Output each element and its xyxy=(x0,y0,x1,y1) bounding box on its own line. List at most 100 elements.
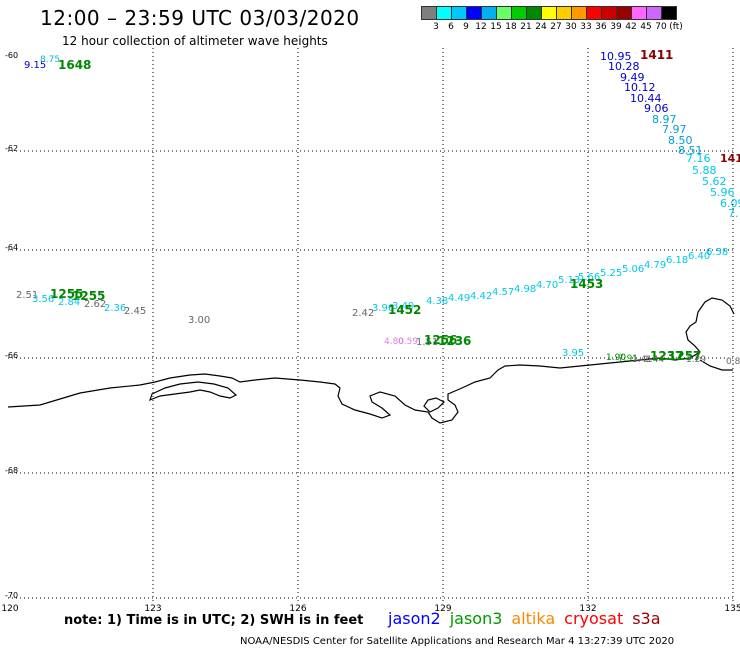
footer-note: note: 1) Time is in UTC; 2) SWH is in fe… xyxy=(64,613,364,628)
wave-height-label: 1411 xyxy=(640,48,673,62)
wave-height-label: 1.41 xyxy=(632,355,652,365)
legend-item-cryosat: cryosat xyxy=(564,609,624,628)
longitude-label: 132 xyxy=(579,604,597,614)
wave-height-label: 4.80 xyxy=(384,337,404,347)
color-scale-label: (ft) xyxy=(669,22,683,32)
latitude-label: -62 xyxy=(5,144,19,153)
wave-height-label: 2.62 xyxy=(84,299,106,310)
wave-height-label: 8.51 xyxy=(678,144,703,157)
wave-height-label: 1453 xyxy=(570,277,603,291)
credit-line: NOAA/NESDIS Center for Satellite Applica… xyxy=(240,636,675,647)
wave-height-label: 4.49 xyxy=(448,293,470,304)
coastline xyxy=(7,297,735,424)
color-scale-label: 6 xyxy=(448,22,454,32)
wave-height-label: 4.70 xyxy=(536,280,558,291)
wave-height-label: 2.36 xyxy=(104,303,126,314)
wave-height-label: 7.97 xyxy=(662,123,687,136)
wave-height-label: 9.15 xyxy=(24,60,46,71)
color-scale-label: 42 xyxy=(625,22,637,32)
wave-height-label: 5.25 xyxy=(600,268,622,279)
wave-height-label: 5.96 xyxy=(710,186,735,199)
wave-height-label: 7.16 xyxy=(686,152,711,165)
color-scale-label: 3 xyxy=(433,22,439,32)
wave-height-label: 3.95 xyxy=(562,348,584,359)
wave-height-label: 8.75 xyxy=(40,55,60,65)
color-scale-label: 45 xyxy=(640,22,652,32)
latitude-label: -66 xyxy=(5,351,19,360)
wave-height-label: 10.28 xyxy=(608,60,640,73)
wave-height-label: 1.29 xyxy=(686,355,706,365)
wave-height-label: 1648 xyxy=(58,58,91,72)
color-scale xyxy=(421,6,677,20)
wave-height-label: 10.95 xyxy=(600,50,632,63)
wave-height-label: 4.38 xyxy=(426,296,448,307)
color-scale-label: 33 xyxy=(580,22,592,32)
wave-height-label: 0.89 xyxy=(726,357,740,367)
wave-height-label: 7.91 xyxy=(618,354,638,364)
longitude-label: 129 xyxy=(434,604,452,614)
wave-height-label: 1236 xyxy=(438,334,471,348)
color-scale-labels: 3 6 9 12 15 18 21 24 27 30 33 36 39 42 45 70 (ft) xyxy=(421,22,740,34)
color-scale-label: 24 xyxy=(535,22,547,32)
color-scale-label: 39 xyxy=(610,22,622,32)
wave-height-label: 1452 xyxy=(388,303,421,317)
wave-height-label: 1.44 xyxy=(644,355,664,365)
longitude-label: 120 xyxy=(1,604,19,614)
wave-height-label: 7. xyxy=(728,207,739,220)
color-scale-label: 27 xyxy=(550,22,562,32)
wave-height-label: 4.79 xyxy=(644,260,666,271)
color-scale-label: 18 xyxy=(505,22,517,32)
wave-height-label: 6.09 xyxy=(720,197,740,210)
color-scale-label: 9 xyxy=(463,22,469,32)
wave-height-label: 10.12 xyxy=(624,81,656,94)
legend-item-altika: altika xyxy=(511,609,556,628)
wave-height-label: 3.56 xyxy=(32,294,54,305)
wave-height-label: 1255 xyxy=(50,287,83,301)
wave-height-label: 5.13 xyxy=(558,275,580,286)
longitude-label: 126 xyxy=(289,604,307,614)
wave-height-label: 3.96 xyxy=(372,303,394,314)
wave-height-label: 6.40 xyxy=(688,251,710,262)
wave-height-label: 1255 xyxy=(72,289,105,303)
wave-height-label: 9.49 xyxy=(620,71,645,84)
longitude-label: 135 xyxy=(724,604,740,614)
latitude-label: -70 xyxy=(5,591,19,600)
wave-height-label: 5.06 xyxy=(622,264,644,275)
latitude-label: -60 xyxy=(5,51,19,60)
wave-height-label: 1.51 xyxy=(416,337,438,348)
color-scale-label: 21 xyxy=(520,22,532,32)
map-title: 12:00 – 23:59 UTC 03/03/2020 xyxy=(40,6,360,30)
wave-height-label: 5.66 xyxy=(578,272,600,283)
wave-height-label: 3.00 xyxy=(188,315,210,326)
wave-height-label: 4.98 xyxy=(514,284,536,295)
wave-height-label: 1256 xyxy=(424,333,457,347)
color-scale-label: 30 xyxy=(565,22,577,32)
wave-height-label: 2.51 xyxy=(16,290,38,301)
wave-height-label: 4.57 xyxy=(492,287,514,298)
wave-height-label: 1257 xyxy=(668,349,701,363)
legend-item-s3a: s3a xyxy=(632,609,661,628)
wave-height-label: 8.50 xyxy=(668,134,693,147)
longitude-label: 123 xyxy=(144,604,162,614)
wave-height-label: 1411 xyxy=(720,152,740,165)
wave-height-label: 8.97 xyxy=(652,113,677,126)
latitude-label: -64 xyxy=(5,243,19,252)
latitude-label: -68 xyxy=(5,466,19,475)
wave-height-label: 3.40 xyxy=(392,301,414,312)
wave-height-label: 5.62 xyxy=(702,175,727,188)
wave-height-label: 5.88 xyxy=(692,164,717,177)
map-subtitle: 12 hour collection of altimeter wave hei… xyxy=(62,34,328,48)
wave-height-label: 2.45 xyxy=(124,306,146,317)
wave-height-label: 6.58 xyxy=(706,247,728,258)
wave-height-label: 4.42 xyxy=(470,291,492,302)
wave-height-label: 9.06 xyxy=(644,102,669,115)
wave-height-label: 1237 xyxy=(650,349,683,363)
wave-height-label: 0.59 xyxy=(398,337,418,347)
satellite-legend: jason2 jason3 altika cryosat s3a xyxy=(388,609,670,628)
color-scale-label: 12 xyxy=(475,22,487,32)
color-scale-label: 36 xyxy=(595,22,607,32)
wave-height-label: 2.42 xyxy=(352,308,374,319)
wave-height-label: 2.84 xyxy=(58,297,80,308)
